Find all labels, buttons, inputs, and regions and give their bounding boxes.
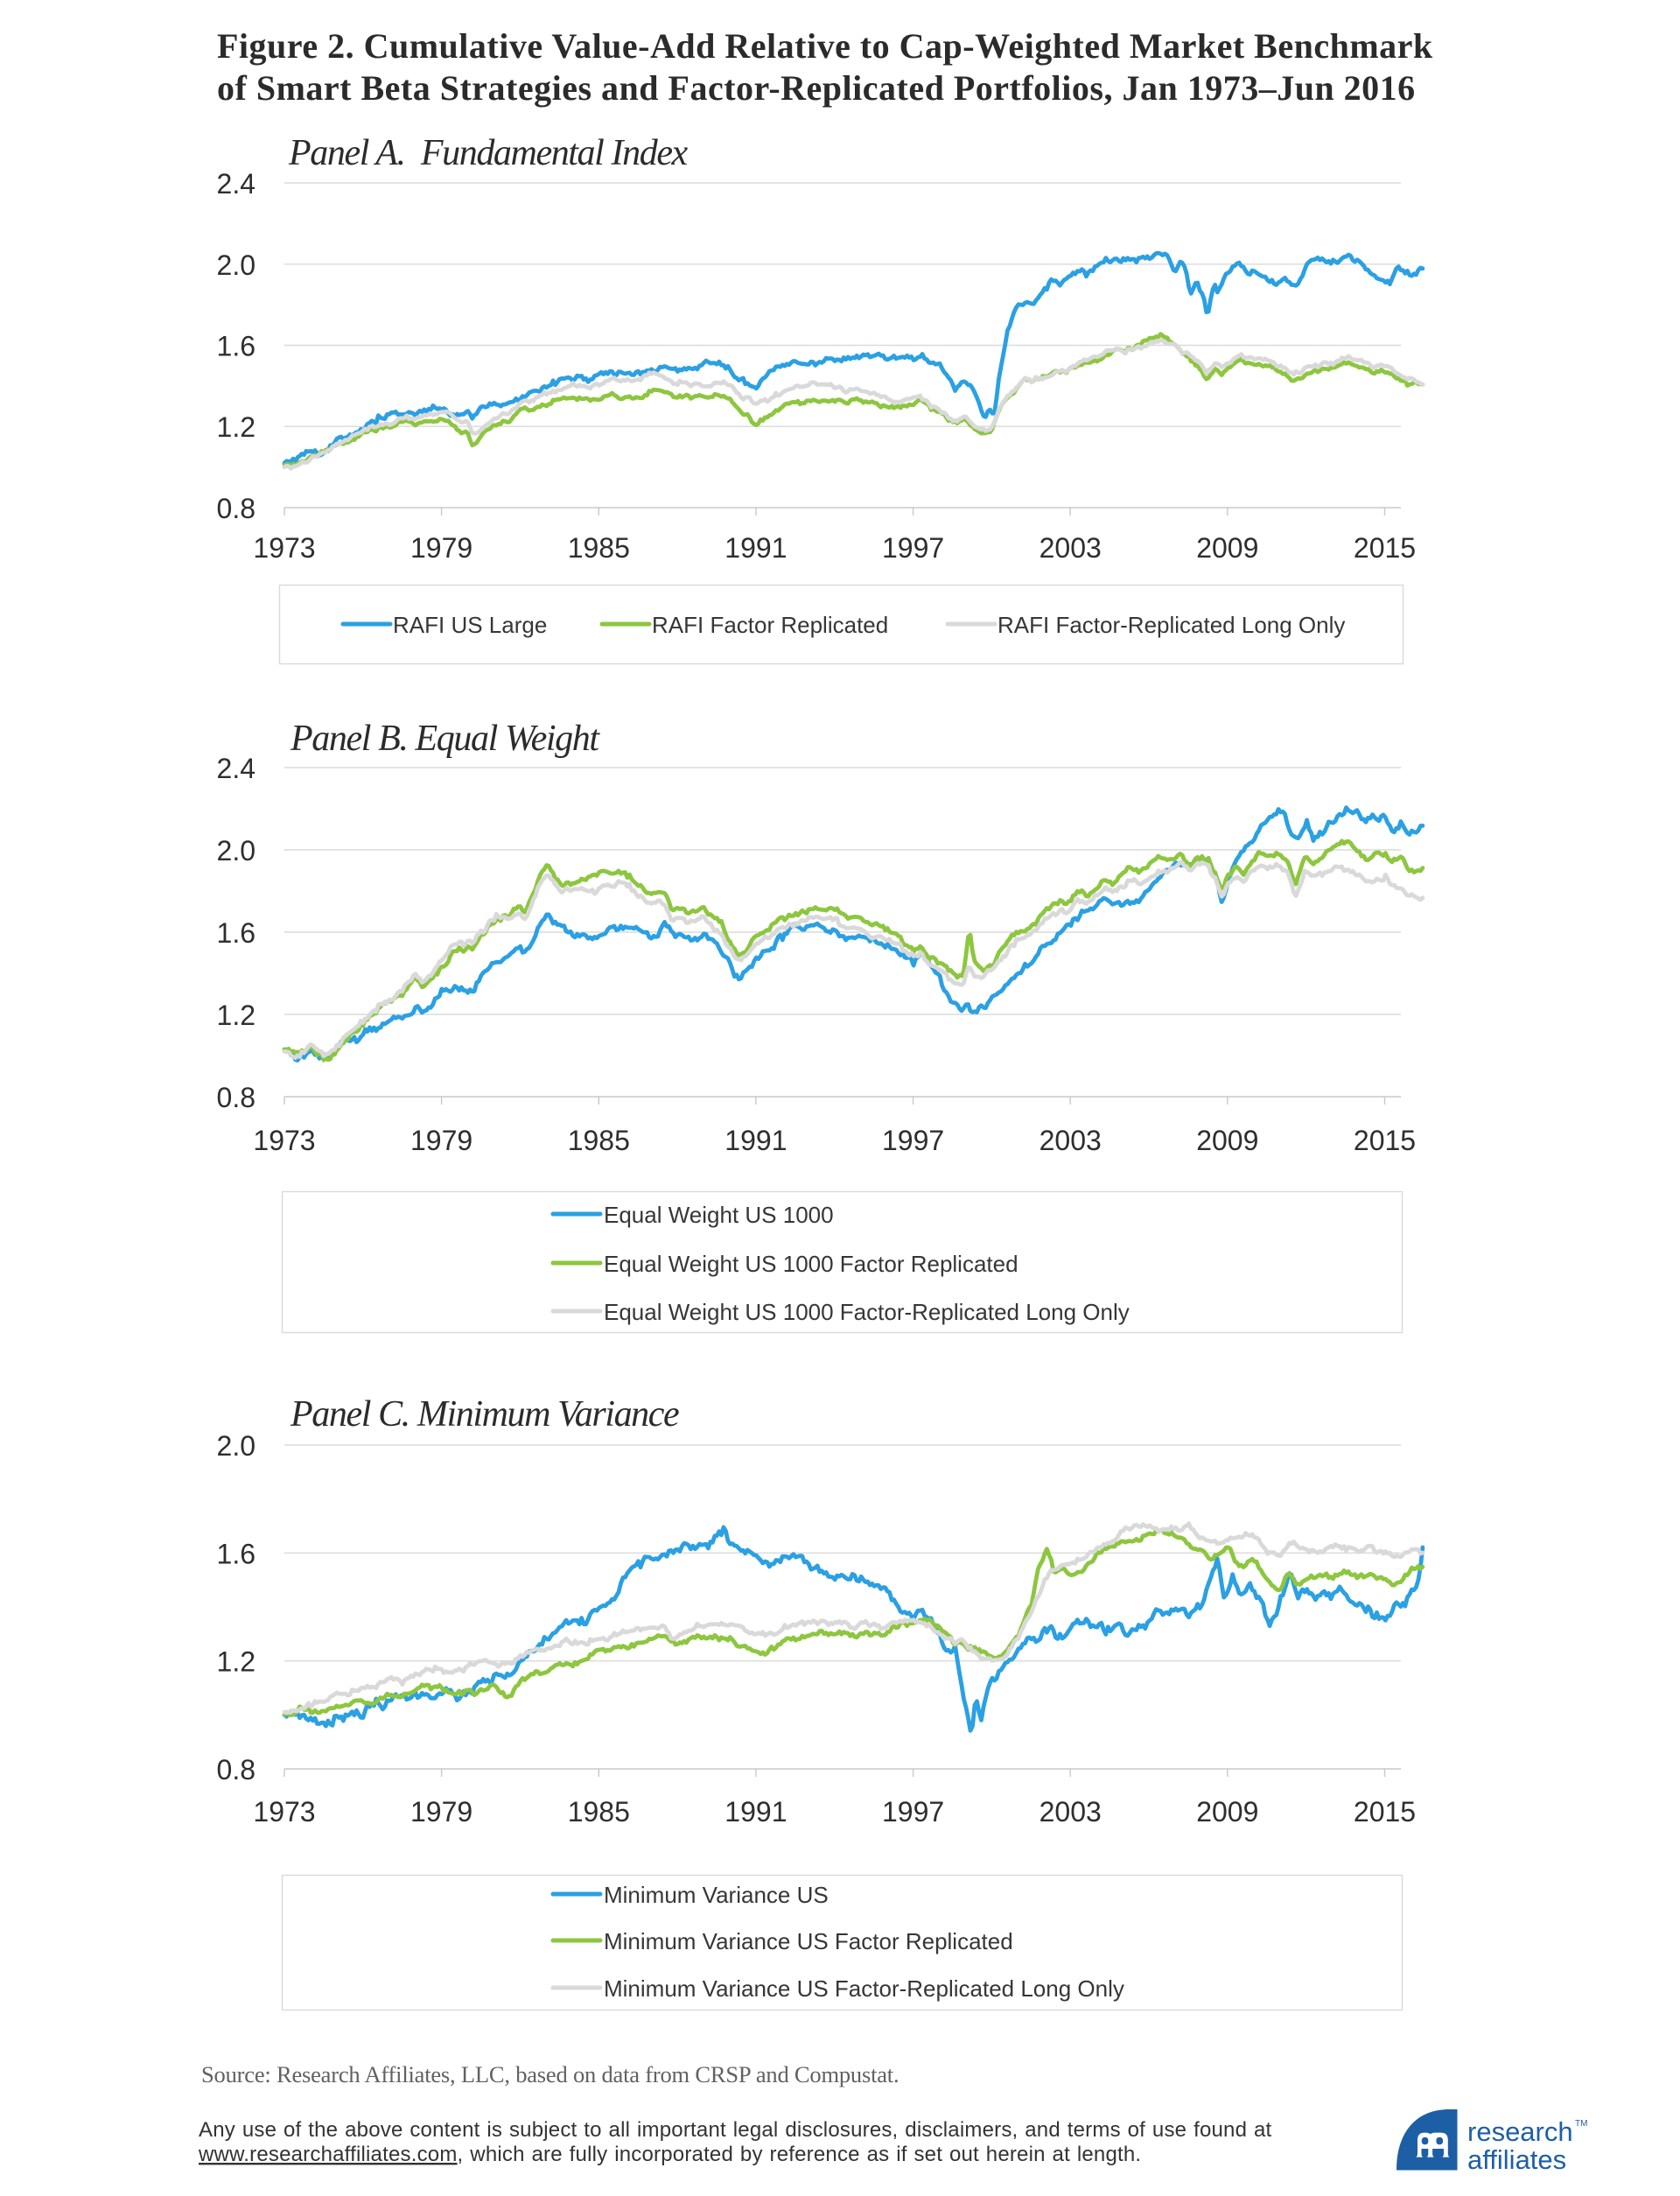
svg-text:1.6: 1.6 bbox=[217, 1538, 256, 1569]
svg-text:2009: 2009 bbox=[1196, 532, 1258, 564]
svg-text:Any use of the above content i: Any use of the above content is subject … bbox=[199, 2118, 1272, 2142]
svg-text:2015: 2015 bbox=[1354, 1796, 1416, 1828]
svg-text:TM: TM bbox=[1575, 2119, 1587, 2129]
svg-text:RAFI US Large: RAFI US Large bbox=[393, 612, 547, 638]
svg-text:2015: 2015 bbox=[1354, 532, 1416, 564]
svg-text:2.0: 2.0 bbox=[217, 1430, 256, 1462]
svg-text:1991: 1991 bbox=[724, 1796, 787, 1828]
svg-text:2.4: 2.4 bbox=[217, 753, 256, 784]
svg-text:1973: 1973 bbox=[253, 532, 315, 564]
svg-text:1.6: 1.6 bbox=[217, 331, 256, 362]
svg-text:Source: Research Affiliates, L: Source: Research Affiliates, LLC, based … bbox=[201, 2061, 899, 2087]
svg-text:Equal Weight US 1000 Factor Re: Equal Weight US 1000 Factor Replicated bbox=[604, 1251, 1018, 1277]
svg-text:2.4: 2.4 bbox=[217, 168, 256, 200]
svg-text:1.6: 1.6 bbox=[217, 917, 256, 949]
svg-text:2003: 2003 bbox=[1040, 1125, 1102, 1156]
svg-text:1991: 1991 bbox=[724, 532, 787, 564]
svg-text:2015: 2015 bbox=[1354, 1125, 1416, 1156]
svg-text:research: research bbox=[1467, 2116, 1573, 2147]
svg-text:Panel B. Equal Weight: Panel B. Equal Weight bbox=[290, 719, 600, 759]
svg-text:1.2: 1.2 bbox=[217, 1000, 256, 1031]
svg-text:2003: 2003 bbox=[1040, 1796, 1102, 1828]
svg-text:1979: 1979 bbox=[410, 1125, 472, 1156]
svg-text:1985: 1985 bbox=[568, 532, 630, 564]
svg-text:0.8: 0.8 bbox=[217, 1754, 256, 1786]
svg-text:0.8: 0.8 bbox=[217, 1082, 256, 1113]
svg-text:2.0: 2.0 bbox=[217, 249, 256, 281]
svg-text:1979: 1979 bbox=[410, 1796, 472, 1828]
svg-text:Equal Weight US 1000 Factor-Re: Equal Weight US 1000 Factor-Replicated L… bbox=[604, 1299, 1130, 1325]
svg-text:1985: 1985 bbox=[568, 1125, 630, 1156]
svg-text:Equal Weight US 1000: Equal Weight US 1000 bbox=[604, 1202, 834, 1228]
svg-text:1985: 1985 bbox=[568, 1796, 630, 1828]
svg-text:Figure 2. Cumulative Value-Add: Figure 2. Cumulative Value-Add Relative … bbox=[217, 26, 1433, 66]
svg-text:1979: 1979 bbox=[410, 532, 472, 564]
svg-text:1997: 1997 bbox=[882, 1125, 944, 1156]
svg-text:2.0: 2.0 bbox=[217, 835, 256, 866]
svg-text:Minimum Variance US Factor Rep: Minimum Variance US Factor Replicated bbox=[604, 1928, 1013, 1954]
svg-text:0.8: 0.8 bbox=[217, 493, 256, 524]
svg-text:1.2: 1.2 bbox=[217, 1646, 256, 1678]
svg-text:RAFI Factor-Replicated Long On: RAFI Factor-Replicated Long Only bbox=[998, 612, 1345, 638]
svg-text:2003: 2003 bbox=[1040, 532, 1102, 564]
svg-text:2009: 2009 bbox=[1196, 1796, 1258, 1828]
svg-text:RAFI Factor Replicated: RAFI Factor Replicated bbox=[652, 612, 888, 638]
svg-text:Panel A. Fundamental Index: Panel A. Fundamental Index bbox=[288, 133, 689, 173]
svg-text:Panel C. Minimum Variance: Panel C. Minimum Variance bbox=[290, 1394, 679, 1435]
svg-text:1973: 1973 bbox=[253, 1796, 315, 1828]
svg-text:1991: 1991 bbox=[724, 1125, 787, 1156]
svg-text:Minimum Variance US: Minimum Variance US bbox=[604, 1882, 829, 1908]
svg-text:1997: 1997 bbox=[882, 1796, 944, 1828]
svg-text:of Smart Beta Strategies and F: of Smart Beta Strategies and Factor-Repl… bbox=[217, 68, 1416, 108]
svg-text:1.2: 1.2 bbox=[217, 411, 256, 443]
svg-text:1973: 1973 bbox=[253, 1125, 315, 1156]
svg-text:Minimum Variance US Factor-Rep: Minimum Variance US Factor-Replicated Lo… bbox=[604, 1975, 1124, 2002]
svg-text:affiliates: affiliates bbox=[1467, 2144, 1566, 2175]
svg-text:www.researchaffiliates.com, wh: www.researchaffiliates.com, which are fu… bbox=[198, 2143, 1141, 2166]
svg-text:1997: 1997 bbox=[882, 532, 944, 564]
svg-text:2009: 2009 bbox=[1196, 1125, 1258, 1156]
